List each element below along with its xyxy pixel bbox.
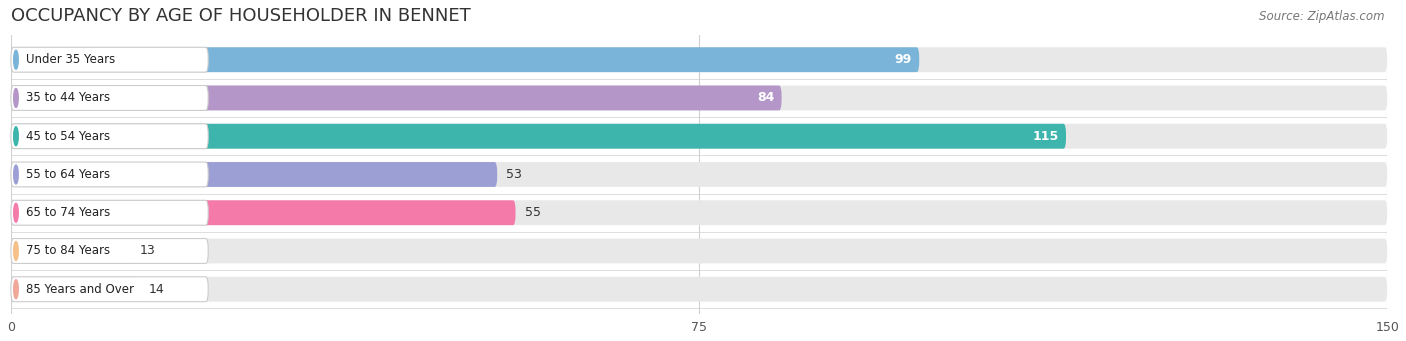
FancyBboxPatch shape [11, 124, 1066, 149]
FancyBboxPatch shape [11, 86, 782, 110]
Text: 75 to 84 Years: 75 to 84 Years [25, 244, 110, 257]
Circle shape [14, 203, 18, 222]
Text: 13: 13 [139, 244, 155, 257]
Text: 85 Years and Over: 85 Years and Over [25, 283, 134, 296]
Text: Under 35 Years: Under 35 Years [25, 53, 115, 66]
FancyBboxPatch shape [11, 47, 1388, 72]
Text: 65 to 74 Years: 65 to 74 Years [25, 206, 110, 219]
Circle shape [14, 89, 18, 107]
Text: 14: 14 [149, 283, 165, 296]
FancyBboxPatch shape [11, 47, 920, 72]
Circle shape [14, 50, 18, 69]
Text: OCCUPANCY BY AGE OF HOUSEHOLDER IN BENNET: OCCUPANCY BY AGE OF HOUSEHOLDER IN BENNE… [11, 7, 471, 25]
FancyBboxPatch shape [11, 162, 208, 187]
FancyBboxPatch shape [11, 277, 139, 302]
Text: 35 to 44 Years: 35 to 44 Years [25, 91, 110, 104]
Text: 84: 84 [756, 91, 775, 104]
FancyBboxPatch shape [11, 86, 1388, 110]
Circle shape [14, 127, 18, 146]
Circle shape [14, 280, 18, 299]
FancyBboxPatch shape [11, 162, 1388, 187]
Text: 53: 53 [506, 168, 522, 181]
FancyBboxPatch shape [11, 86, 208, 110]
FancyBboxPatch shape [11, 239, 208, 263]
Text: 99: 99 [894, 53, 912, 66]
Text: 55 to 64 Years: 55 to 64 Years [25, 168, 110, 181]
Circle shape [14, 165, 18, 184]
FancyBboxPatch shape [11, 239, 1388, 263]
FancyBboxPatch shape [11, 162, 498, 187]
FancyBboxPatch shape [11, 124, 208, 149]
Circle shape [14, 241, 18, 261]
FancyBboxPatch shape [11, 239, 131, 263]
FancyBboxPatch shape [11, 277, 1388, 302]
FancyBboxPatch shape [11, 200, 208, 225]
FancyBboxPatch shape [11, 277, 208, 302]
Text: 115: 115 [1032, 130, 1059, 143]
Text: 55: 55 [524, 206, 541, 219]
FancyBboxPatch shape [11, 47, 208, 72]
FancyBboxPatch shape [11, 200, 516, 225]
FancyBboxPatch shape [11, 200, 1388, 225]
FancyBboxPatch shape [11, 124, 1388, 149]
Text: 45 to 54 Years: 45 to 54 Years [25, 130, 110, 143]
Text: Source: ZipAtlas.com: Source: ZipAtlas.com [1260, 10, 1385, 23]
